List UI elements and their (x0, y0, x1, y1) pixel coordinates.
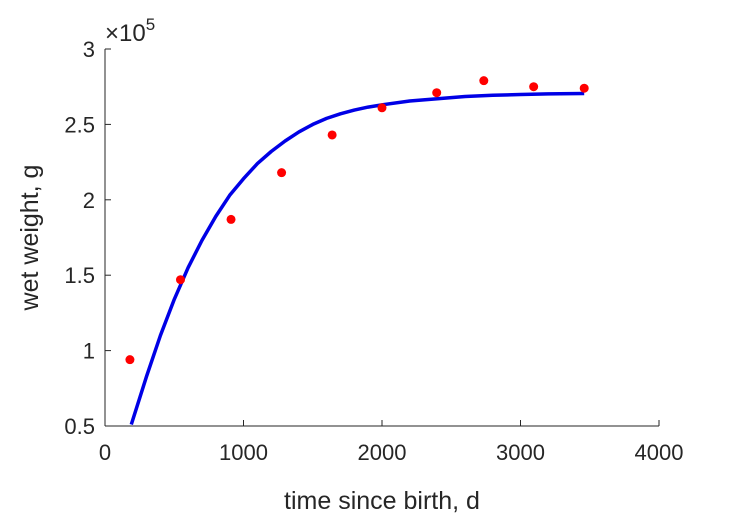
data-point (226, 214, 236, 224)
x-tick-label: 0 (99, 440, 111, 465)
y-tick-label: 0.5 (64, 414, 95, 439)
y-axis-multiplier: ×105 (105, 15, 155, 47)
data-point (277, 168, 287, 178)
model-curve-layer (129, 91, 585, 426)
y-multiplier-text: ×105 (105, 15, 155, 47)
y-tick-label: 3 (83, 37, 95, 62)
y-tick-label: 2.5 (64, 112, 95, 137)
y-tick-label: 1 (83, 339, 95, 364)
x-tick-label: 3000 (496, 440, 545, 465)
x-tick-label: 2000 (358, 440, 407, 465)
data-point (579, 83, 589, 93)
data-points-layer (125, 76, 589, 365)
data-point (377, 103, 387, 113)
x-tick-label: 1000 (219, 440, 268, 465)
y-tick-label: 1.5 (64, 263, 95, 288)
x-axis-label: time since birth, d (284, 487, 480, 515)
axes (104, 48, 660, 427)
data-point (175, 275, 185, 285)
data-point (529, 82, 539, 92)
x-tick-label: 4000 (635, 440, 684, 465)
data-point (327, 130, 337, 140)
data-point (479, 76, 489, 86)
tick-labels: 0 1000 2000 3000 4000 0.5 1 1.5 2 2.5 3 (64, 37, 683, 465)
y-axis-label: wet weight, g (16, 165, 44, 312)
model-curve (129, 91, 585, 426)
data-point (432, 88, 442, 98)
y-tick-label: 2 (83, 188, 95, 213)
data-point (125, 355, 135, 365)
